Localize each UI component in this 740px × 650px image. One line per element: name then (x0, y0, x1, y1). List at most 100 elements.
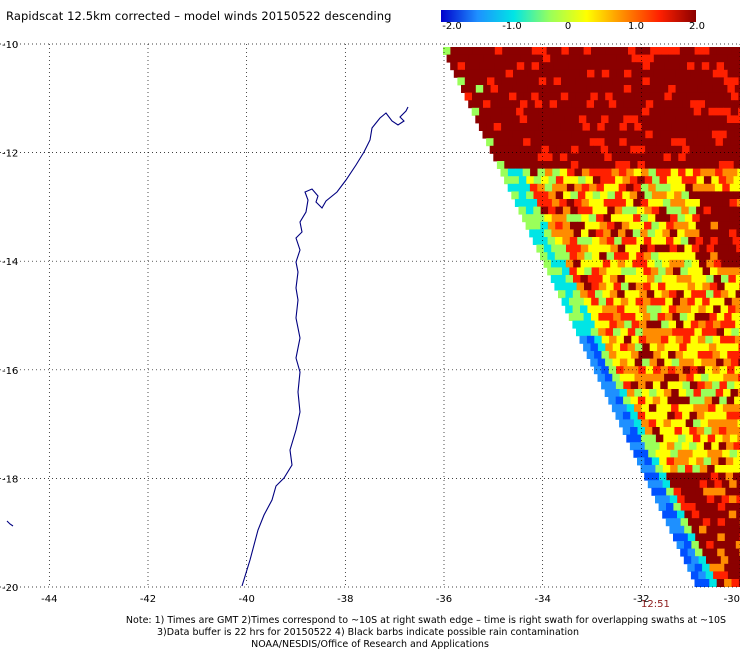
wind-cell (728, 305, 736, 314)
wind-cell (717, 503, 726, 511)
wind-cell (461, 85, 469, 93)
wind-cell (639, 259, 648, 268)
wind-cell (668, 69, 677, 78)
wind-cell (570, 191, 579, 200)
wind-cell (659, 191, 668, 200)
wind-cell (720, 305, 729, 314)
wind-cell (658, 267, 666, 276)
wind-cell (558, 259, 567, 268)
wind-cell (607, 221, 615, 230)
wind-cell (684, 259, 692, 268)
wind-cell (642, 77, 651, 86)
wind-cell (604, 123, 613, 131)
wind-cell (648, 434, 657, 443)
wind-cell (608, 145, 616, 154)
wind-cell (490, 100, 499, 109)
wind-cell (569, 252, 578, 261)
wind-cell (732, 487, 740, 496)
wind-cell (593, 115, 602, 124)
wind-cell (666, 206, 675, 215)
wind-cell (519, 161, 527, 169)
wind-cell (494, 92, 502, 101)
wind-cell (694, 297, 703, 306)
wind-cell (613, 47, 621, 55)
wind-cell (733, 191, 740, 200)
wind-cell (623, 100, 632, 109)
wind-cell (687, 548, 696, 557)
wind-cell (653, 100, 661, 109)
wind-cell (508, 123, 517, 131)
wind-cell (709, 548, 718, 557)
wind-cell (537, 153, 546, 162)
wind-cell (603, 214, 612, 223)
wind-cell (606, 282, 614, 291)
wind-cell (681, 191, 690, 200)
wind-cell (734, 130, 740, 139)
wind-cell (561, 47, 570, 55)
wind-cell (710, 221, 719, 230)
wind-cell (465, 47, 473, 55)
wind-cell (600, 176, 609, 185)
wind-cell (501, 77, 510, 86)
wind-cell (587, 305, 596, 314)
wind-cell (673, 518, 681, 527)
wind-cell (667, 115, 676, 124)
wind-cell (637, 427, 646, 435)
wind-cell (702, 518, 711, 527)
wind-cell (708, 92, 717, 101)
wind-cell (550, 54, 558, 63)
wind-cell (689, 427, 698, 435)
wind-cell (670, 419, 679, 428)
wind-cell (537, 199, 545, 207)
wind-cell (581, 199, 590, 207)
wind-cell (655, 168, 664, 177)
wind-cell (700, 389, 709, 397)
wind-cell (685, 449, 693, 458)
wind-cell (652, 381, 661, 390)
wind-cell (604, 107, 613, 116)
wind-cell (675, 351, 684, 359)
wind-cell (579, 54, 588, 63)
wind-cell (592, 176, 601, 185)
island (6, 520, 14, 527)
wind-cell (617, 259, 626, 268)
wind-cell (578, 176, 586, 185)
wind-cell (578, 130, 587, 139)
wind-cell (708, 107, 717, 116)
wind-cell (475, 100, 484, 109)
wind-cell (715, 153, 724, 162)
wind-cell (652, 145, 661, 154)
wind-cell (511, 176, 520, 185)
wind-cell (611, 183, 620, 192)
wind-cell (665, 297, 673, 306)
wind-cell (614, 191, 623, 200)
wind-cell (663, 168, 672, 177)
wind-cell (654, 259, 663, 268)
wind-cell (643, 267, 652, 276)
wind-cell (662, 480, 671, 489)
wind-cell (647, 229, 656, 238)
colorbar-label: 2.0 (689, 21, 705, 32)
wind-cell (673, 237, 682, 245)
wind-cell (704, 366, 713, 375)
wind-cell (653, 320, 662, 329)
wind-cell (678, 404, 687, 413)
wind-cell (702, 548, 711, 557)
wind-cell (657, 328, 666, 337)
wind-cell (724, 533, 733, 542)
wind-cell (657, 92, 665, 101)
wind-cell (535, 85, 543, 93)
wind-cell (468, 100, 476, 109)
wind-cell (719, 100, 728, 109)
wind-cell (681, 206, 690, 215)
wind-cell (558, 275, 566, 283)
wind-cell (609, 290, 618, 299)
wind-cell (592, 221, 600, 230)
wind-cell (552, 153, 561, 162)
wind-cell (561, 62, 569, 71)
wind-cell (568, 313, 577, 321)
wind-cell (610, 214, 619, 223)
wind-cell (590, 92, 599, 101)
wind-cell (653, 54, 662, 63)
wind-cell (713, 275, 722, 283)
